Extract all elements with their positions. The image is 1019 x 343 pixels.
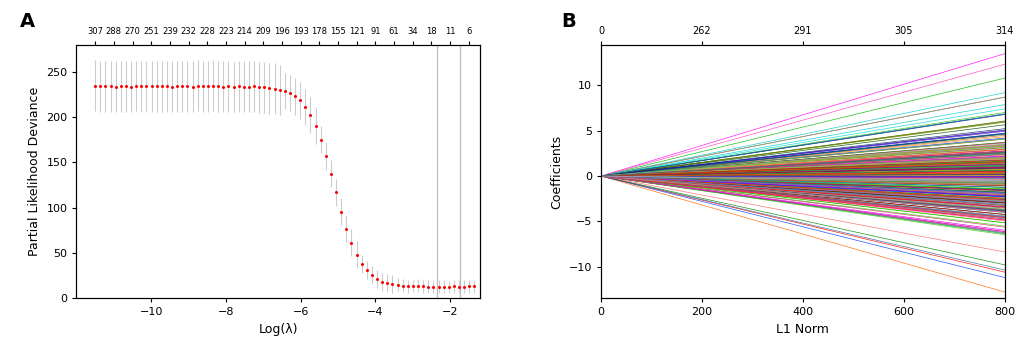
Y-axis label: Coefficients: Coefficients [549,134,562,209]
Text: B: B [560,12,575,31]
Y-axis label: Partial Likelihood Deviance: Partial Likelihood Deviance [28,87,41,256]
X-axis label: Log(λ): Log(λ) [258,323,298,336]
Text: A: A [20,12,35,31]
X-axis label: L1 Norm: L1 Norm [775,323,828,336]
